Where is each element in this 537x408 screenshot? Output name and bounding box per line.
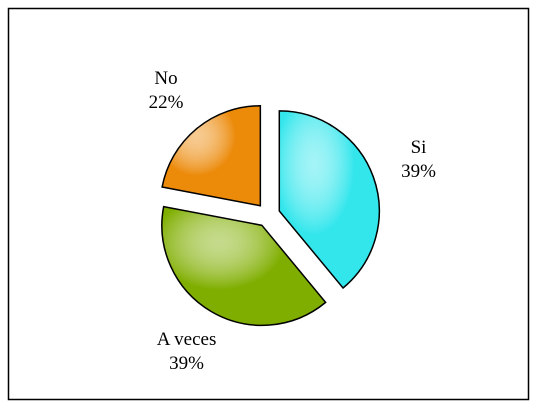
slice-value-label: 39%	[401, 161, 436, 182]
slice-label: No	[154, 68, 177, 89]
slice-value-label: 39%	[169, 353, 204, 374]
pie-slice	[161, 105, 262, 207]
slice-label: Si	[411, 137, 427, 158]
pie-slice	[161, 205, 327, 327]
slice-value-label: 22%	[149, 92, 184, 113]
chart-frame	[7, 7, 530, 401]
slice-label: A veces	[157, 329, 217, 350]
pie-slice	[278, 110, 381, 290]
